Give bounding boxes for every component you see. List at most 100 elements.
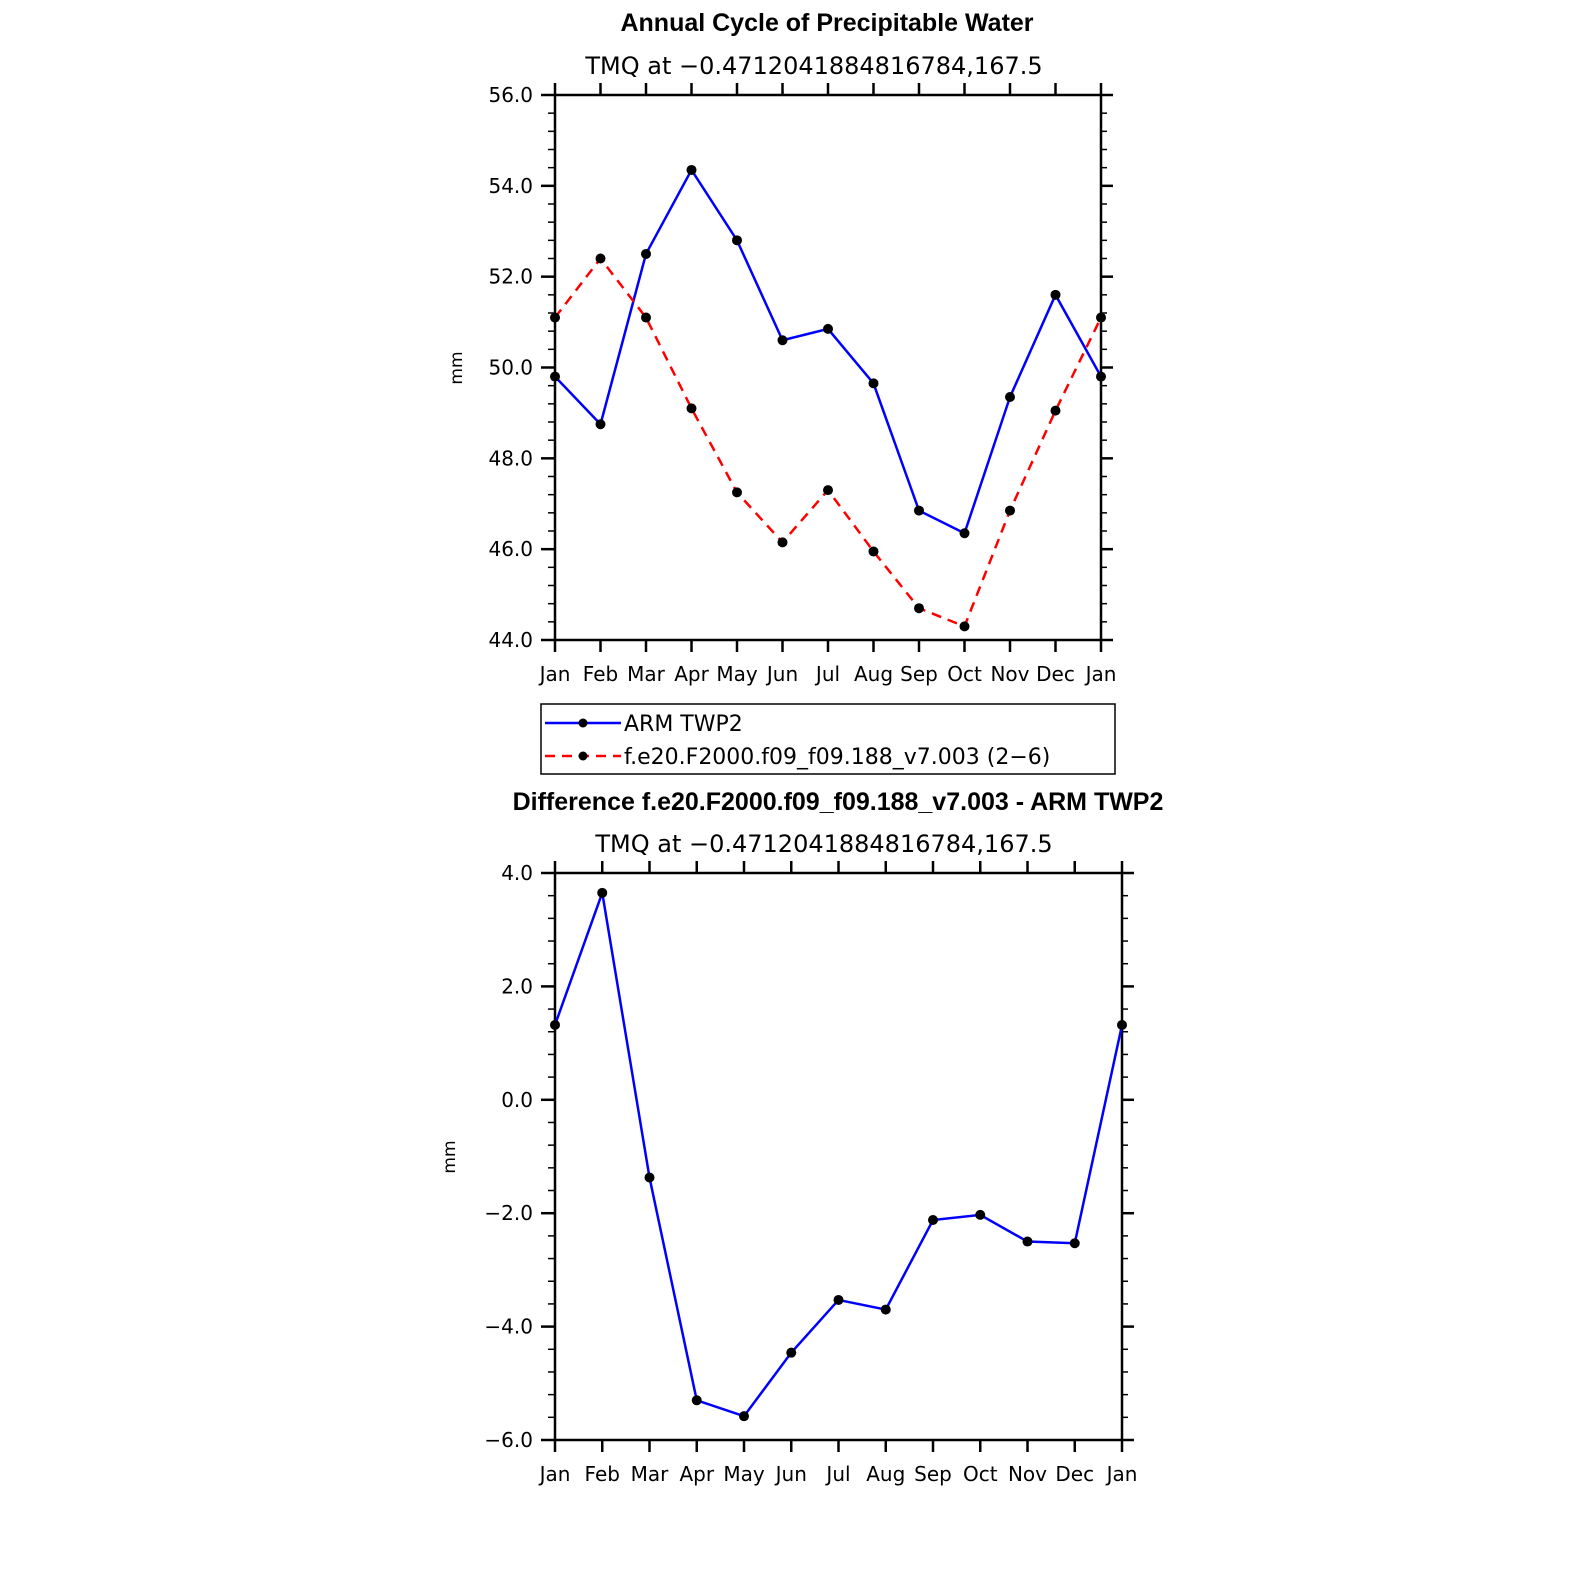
y-tick-label: 54.0 <box>488 174 533 198</box>
data-point <box>1117 1019 1127 1030</box>
series-group <box>550 164 1106 632</box>
data-point <box>595 419 606 430</box>
chart-title: Difference f.e20.F2000.f09_f09.188_v7.00… <box>513 788 1164 816</box>
data-point <box>686 164 697 175</box>
x-tick-label: Nov <box>990 662 1029 686</box>
data-point <box>1022 1236 1033 1247</box>
legend-marker-model <box>578 751 588 761</box>
data-point <box>1050 289 1061 300</box>
y-tick-label: 4.0 <box>501 861 533 885</box>
data-point <box>1050 405 1061 416</box>
series-line-0 <box>553 887 1124 1418</box>
data-point <box>595 253 606 264</box>
chart-title: Annual Cycle of Precipitable Water <box>620 9 1033 37</box>
data-point <box>1096 312 1106 323</box>
chart-subtitle: TMQ at −0.4712041884816784,167.5 <box>594 830 1052 858</box>
x-tick-label: Sep <box>900 662 938 686</box>
x-tick-label: Feb <box>585 1462 620 1486</box>
data-point <box>777 335 788 346</box>
y-tick-label: 50.0 <box>488 356 533 380</box>
y-axis-label: mm <box>447 351 467 384</box>
x-tick-label: Jan <box>538 662 571 686</box>
data-point <box>786 1347 797 1358</box>
data-point <box>1096 371 1106 382</box>
y-tick-label: −4.0 <box>484 1315 533 1339</box>
legend-box <box>540 703 1116 775</box>
legend: ARM TWP2 f.e20.F2000.f09_f09.188_v7.003 … <box>540 703 1116 775</box>
y-tick-label: 48.0 <box>488 446 533 470</box>
data-point <box>823 323 833 334</box>
x-tick-label: Jul <box>824 1462 850 1486</box>
y-tick-label: 44.0 <box>488 628 533 652</box>
x-tick-label: Mar <box>631 1462 670 1486</box>
y-tick-label: 52.0 <box>488 265 533 289</box>
data-point <box>914 603 924 614</box>
data-point <box>928 1215 938 1226</box>
y-tick-label: −2.0 <box>484 1201 533 1225</box>
data-point <box>1005 505 1015 516</box>
data-point <box>739 1411 749 1422</box>
data-point <box>732 487 742 498</box>
data-point <box>823 485 833 496</box>
plot-frame: 44.0 46.0 48.0 50.0 52.0 54.0 56.0 Jan Feb Mar Apr… <box>488 83 1116 686</box>
data-point <box>644 1172 655 1183</box>
difference-chart: Difference f.e20.F2000.f09_f09.188_v7.00… <box>440 788 1163 1486</box>
legend-marker-arm <box>578 718 588 728</box>
y-tick-label: −6.0 <box>484 1428 533 1452</box>
x-tick-label: Aug <box>854 662 893 686</box>
data-point <box>959 528 970 539</box>
x-tick-label: Sep <box>914 1462 952 1486</box>
data-point <box>1005 392 1015 403</box>
x-tick-label: May <box>723 1462 765 1486</box>
x-tick-label: Nov <box>1008 1462 1047 1486</box>
data-point <box>868 546 879 557</box>
x-tick-label: May <box>716 662 758 686</box>
data-point <box>833 1294 844 1305</box>
data-point <box>550 371 560 382</box>
x-tick-label: Dec <box>1036 662 1075 686</box>
x-tick-label: Jun <box>765 662 798 686</box>
legend-label-arm: ARM TWP2 <box>624 712 743 737</box>
y-tick-label: 56.0 <box>488 83 533 107</box>
plot-frame: −6.0 −4.0 −2.0 0.0 2.0 4.0 Jan Feb Mar Apr May Jun J… <box>484 861 1137 1486</box>
data-point <box>550 312 560 323</box>
x-tick-label: Oct <box>947 662 982 686</box>
x-tick-label: Apr <box>674 662 709 686</box>
data-point <box>732 235 742 246</box>
plot-border <box>553 871 1124 1442</box>
x-tick-label: Feb <box>583 662 618 686</box>
y-tick-label: 2.0 <box>501 974 533 998</box>
x-tick-label: Apr <box>679 1462 714 1486</box>
x-tick-label: Jul <box>814 662 840 686</box>
data-point <box>641 248 651 259</box>
data-point <box>1069 1238 1080 1249</box>
chart-subtitle: TMQ at −0.4712041884816784,167.5 <box>584 52 1042 80</box>
data-point <box>975 1209 986 1220</box>
y-tick-label: 46.0 <box>488 537 533 561</box>
x-tick-label: Mar <box>627 662 666 686</box>
data-point <box>597 887 608 898</box>
annual-cycle-chart: Annual Cycle of Precipitable Water TMQ a… <box>447 9 1116 775</box>
series-line-1 <box>554 256 1103 629</box>
data-point <box>868 378 879 389</box>
data-point <box>777 537 788 548</box>
x-tick-label: Jan <box>1105 1462 1138 1486</box>
x-tick-label: Jan <box>538 1462 571 1486</box>
data-point <box>959 621 970 632</box>
series-line-0 <box>554 167 1103 536</box>
x-tick-label: Dec <box>1055 1462 1094 1486</box>
data-point <box>880 1304 891 1315</box>
x-tick-label: Jun <box>774 1462 807 1486</box>
y-axis-label: mm <box>440 1140 460 1173</box>
y-tick-label: 0.0 <box>501 1088 533 1112</box>
data-point <box>641 312 651 323</box>
x-tick-label: Oct <box>963 1462 998 1486</box>
x-tick-label: Jan <box>1084 662 1117 686</box>
data-point <box>691 1395 702 1406</box>
data-point <box>686 403 697 414</box>
legend-label-model: f.e20.F2000.f09_f09.188_v7.003 (2−6) <box>624 745 1050 770</box>
plot-border <box>553 93 1103 642</box>
data-point <box>914 505 924 516</box>
x-tick-label: Aug <box>866 1462 905 1486</box>
